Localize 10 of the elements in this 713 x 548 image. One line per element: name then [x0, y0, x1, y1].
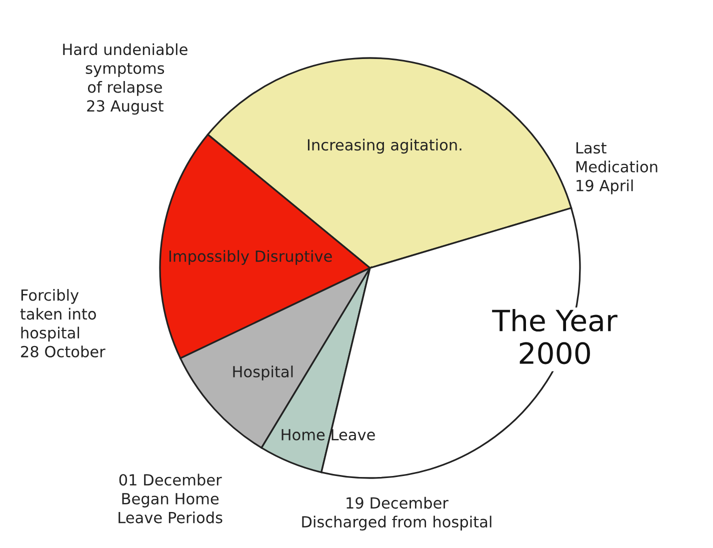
slice-label: Home Leave [282, 429, 375, 440]
slice-label: Increasing agitation. [308, 138, 462, 154]
text: 19 December Discharged from hospital [302, 496, 492, 531]
text: Hard undeniable symptoms of relapse 23 August [63, 43, 188, 115]
slice-label: Hospital [233, 366, 293, 380]
text: Last Medication 19 April [576, 142, 658, 194]
text: 01 December Began Home Leave Periods [118, 474, 222, 524]
slice-label: Impossibly Disruptive [169, 250, 332, 265]
text: Forcibly taken into hospital 28 October [20, 289, 106, 358]
text: The Year 2000 [492, 308, 618, 364]
